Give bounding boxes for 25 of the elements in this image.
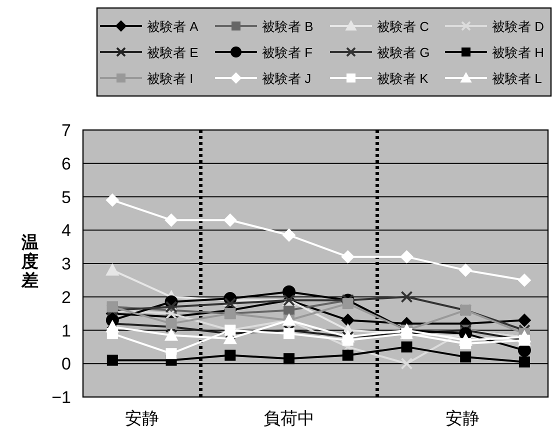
text: 安静 bbox=[446, 409, 480, 428]
legend-label: 被験者 H bbox=[492, 45, 544, 60]
legend-label: 被験者 L bbox=[492, 71, 542, 86]
y-tick-label: 3 bbox=[62, 254, 71, 274]
y-tick-label: 7 bbox=[62, 121, 71, 140]
legend-label: 被験者 D bbox=[492, 19, 544, 34]
legend-label: 被験者 C bbox=[377, 19, 429, 34]
legend-label: 被験者 F bbox=[262, 45, 313, 60]
y-tick-label: 0 bbox=[62, 354, 71, 374]
y-tick-label: −1 bbox=[52, 388, 71, 407]
legend-label: 被験者 B bbox=[262, 19, 314, 34]
legend-label: 被験者 J bbox=[262, 71, 312, 86]
y-tick-label: 4 bbox=[62, 221, 71, 240]
legend-label: 被験者 A bbox=[147, 19, 199, 34]
y-tick-label: 2 bbox=[62, 288, 71, 307]
legend-label: 被験者 K bbox=[377, 71, 429, 86]
y-tick-label: 1 bbox=[62, 321, 71, 340]
text: 安静 bbox=[124, 409, 159, 428]
y-tick-label: 5 bbox=[62, 188, 71, 207]
legend-label: 被験者 G bbox=[377, 45, 430, 60]
text: 負荷中 bbox=[264, 409, 315, 428]
legend-label: 被験者 E bbox=[147, 45, 199, 60]
legend-label: 被験者 I bbox=[147, 71, 194, 86]
y-tick-label: 6 bbox=[62, 154, 71, 174]
y-axis-title: 温度差 bbox=[20, 233, 38, 290]
